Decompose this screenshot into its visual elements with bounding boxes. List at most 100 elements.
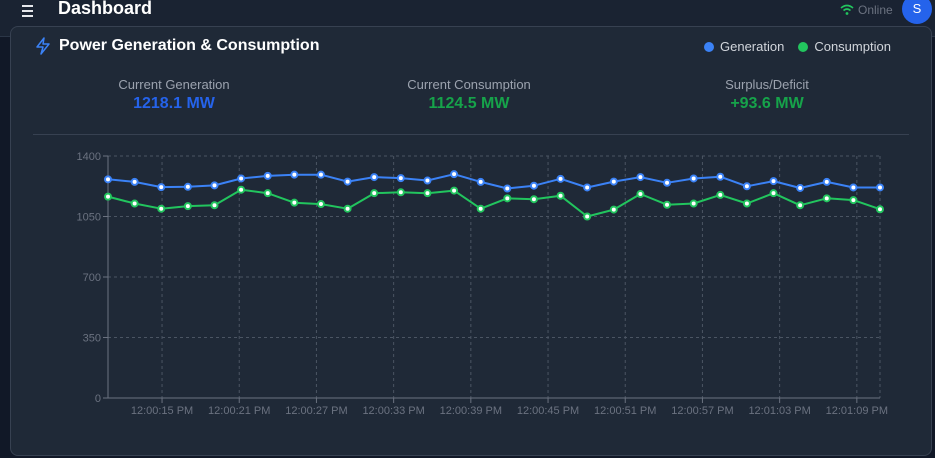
generation-point: [263, 171, 272, 180]
consumption-point: [609, 205, 618, 214]
generation-point: [183, 182, 192, 191]
generation-point: [157, 183, 166, 192]
legend-label-generation: Generation: [720, 39, 785, 54]
generation-point: [210, 181, 219, 190]
chart-legend: Generation Consumption: [704, 39, 891, 54]
x-tick-label: 12:00:21 PM: [208, 405, 270, 417]
consumption-point: [370, 189, 379, 198]
generation-point: [796, 183, 805, 192]
consumption-point: [796, 201, 805, 210]
card-header: Power Generation & Consumption: [35, 37, 319, 55]
generation-point: [609, 177, 618, 186]
generation-line: [107, 173, 880, 190]
generation-point: [450, 170, 459, 179]
generation-legend-dot: [704, 41, 714, 52]
generation-point: [822, 177, 831, 186]
consumption-point: [316, 200, 325, 209]
generation-point: [689, 174, 698, 183]
consumption-point: [290, 198, 299, 207]
app-title: Dashboard: [58, 0, 153, 18]
consumption-point: [716, 190, 725, 199]
card-title: Power Generation & Consumption: [59, 37, 320, 54]
consumption-point: [556, 191, 565, 200]
generation-point: [636, 173, 645, 182]
consumption-point: [476, 204, 485, 213]
stat-surplus: Surplus/Deficit +93.6 MW: [667, 77, 867, 113]
consumption-point: [663, 200, 672, 209]
consumption-point: [822, 194, 831, 203]
consumption-point: [183, 202, 192, 211]
consumption-legend-dot: [798, 41, 809, 52]
consumption-point: [343, 204, 352, 213]
consumption-point: [263, 189, 272, 198]
x-tick-label: 12:00:57 PM: [671, 405, 733, 417]
x-tick-label: 12:00:15 PM: [131, 405, 193, 417]
x-tick-label: 12:00:39 PM: [440, 405, 502, 417]
generation-point: [370, 173, 379, 182]
generation-point: [556, 174, 565, 183]
x-tick-label: 12:00:51 PM: [594, 405, 656, 417]
legend-label-consumption: Consumption: [814, 39, 891, 54]
generation-point: [769, 177, 778, 186]
status-text: Online: [858, 3, 893, 17]
generation-point: [130, 177, 139, 186]
wifi-icon: [840, 4, 854, 15]
generation-point: [663, 178, 672, 187]
generation-point: [343, 177, 352, 186]
y-tick-label: 700: [83, 272, 101, 284]
generation-point: [237, 174, 246, 183]
generation-point: [290, 170, 299, 179]
consumption-point: [130, 199, 139, 208]
consumption-point: [237, 185, 246, 194]
generation-point: [849, 183, 858, 192]
stat-consumption-value: 1124.5 MW: [428, 95, 510, 112]
x-tick-label: 12:01:09 PM: [826, 405, 888, 417]
legend-item-consumption[interactable]: Consumption: [798, 39, 891, 54]
generation-point: [742, 182, 751, 191]
consumption-point: [157, 204, 166, 213]
consumption-point: [396, 188, 405, 197]
stat-surplus-value: +93.6 MW: [730, 95, 804, 112]
consumption-line: [107, 188, 881, 218]
stat-generation: Current Generation 1218.1 MW: [74, 77, 274, 113]
generation-point: [316, 170, 325, 179]
menu-icon[interactable]: [20, 2, 36, 18]
generation-point: [876, 183, 884, 192]
generation-point: [503, 184, 512, 193]
x-tick-label: 12:00:45 PM: [517, 405, 579, 417]
divider: [33, 134, 909, 135]
consumption-point: [450, 186, 459, 195]
stat-surplus-label: Surplus/Deficit: [725, 77, 809, 92]
consumption-point: [849, 196, 858, 205]
consumption-point: [423, 189, 432, 198]
stat-generation-value: 1218.1 MW: [133, 95, 215, 112]
consumption-point: [529, 195, 538, 204]
user-avatar[interactable]: S: [902, 0, 932, 24]
stat-consumption: Current Consumption 1124.5 MW: [369, 77, 569, 113]
consumption-point: [583, 212, 592, 221]
y-tick-label: 0: [95, 393, 101, 405]
generation-point: [396, 174, 405, 183]
stat-consumption-label: Current Consumption: [407, 77, 531, 92]
y-tick-label: 1400: [77, 151, 101, 163]
generation-point: [476, 177, 485, 186]
consumption-point: [769, 189, 778, 198]
lightning-icon: [36, 37, 50, 55]
y-tick-label: 1050: [77, 212, 101, 224]
y-tick-label: 350: [83, 333, 101, 345]
consumption-point: [104, 192, 112, 201]
consumption-point: [503, 194, 512, 203]
generation-point: [716, 172, 725, 181]
generation-point: [583, 183, 592, 192]
connection-status: Online: [840, 3, 893, 17]
generation-point: [529, 181, 538, 190]
x-tick-label: 12:01:03 PM: [748, 405, 810, 417]
consumption-point: [742, 199, 751, 208]
consumption-point: [876, 205, 884, 214]
consumption-point: [210, 201, 219, 210]
generation-point: [423, 176, 432, 185]
stat-generation-label: Current Generation: [118, 77, 230, 92]
x-tick-label: 12:00:33 PM: [362, 405, 424, 417]
legend-item-generation[interactable]: Generation: [704, 39, 784, 54]
